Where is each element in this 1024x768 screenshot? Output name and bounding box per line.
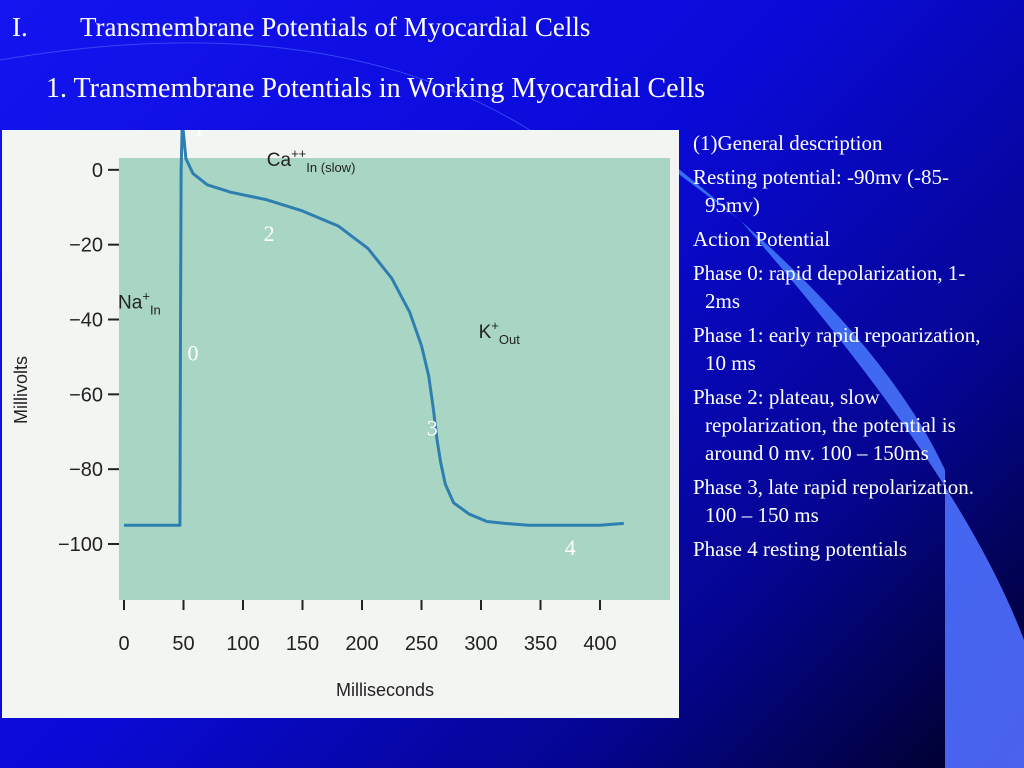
action-potential-chart: +200−20−40−60−80−10005010015020025030035… (11, 130, 670, 700)
bullet-general-description: (1)General description (693, 131, 883, 155)
x-tick-label: 0 (118, 633, 129, 655)
x-tick-label: 150 (286, 633, 319, 655)
bullet-phase-4: Phase 4 resting potentials (693, 537, 908, 561)
ion-annotation: Na+In (118, 288, 161, 317)
x-tick-label: 100 (226, 633, 259, 655)
x-axis-label: Milliseconds (336, 680, 434, 700)
ion-annotation: Ca++In (slow) (267, 146, 356, 175)
heading-number: I. (12, 12, 28, 42)
action-potential-figure: +200−20−40−60−80−10005010015020025030035… (2, 130, 679, 718)
x-tick-label: 400 (583, 633, 616, 655)
action-potential-line (124, 130, 624, 527)
x-tick-label: 350 (524, 633, 557, 655)
y-axis-label: Millivolts (11, 356, 31, 424)
y-tick-label: −60 (69, 384, 103, 406)
bullet-phase-0: Phase 0: rapid depolarization, 1-2ms (693, 261, 966, 313)
y-tick-label: −40 (69, 310, 103, 332)
bullet-phase-1: Phase 1: early rapid repoarization, 10 m… (693, 323, 981, 375)
bullet-action-potential: Action Potential (693, 227, 831, 251)
phase-label: 3 (427, 415, 438, 440)
slide-heading: Transmembrane Potentials of Myocardial C… (80, 12, 591, 42)
ion-annotation: K+Out (479, 318, 521, 347)
y-tick-label: −100 (58, 534, 103, 556)
phase-label: 4 (565, 535, 576, 560)
bullet-phase-2: Phase 2: plateau, slow repolarization, t… (693, 385, 956, 465)
bullet-resting-potential: Resting potential: -90mv (-85-95mv) (693, 165, 950, 217)
description-list: (1)General description Resting potential… (693, 129, 998, 569)
y-tick-label: −20 (69, 235, 103, 257)
slide-subheading: 1. Transmembrane Potentials in Working M… (46, 73, 706, 104)
plot-area (119, 158, 670, 600)
phase-label: 2 (264, 221, 275, 246)
y-tick-label: 0 (92, 160, 103, 182)
x-tick-label: 200 (345, 633, 378, 655)
y-tick-label: −80 (69, 459, 103, 481)
x-tick-label: 50 (172, 633, 194, 655)
x-tick-label: 250 (405, 633, 438, 655)
phase-label: 0 (188, 341, 199, 366)
x-tick-label: 300 (464, 633, 497, 655)
bullet-phase-3: Phase 3, late rapid repolarization. 100 … (693, 475, 975, 527)
phase-label: 1 (193, 130, 204, 141)
